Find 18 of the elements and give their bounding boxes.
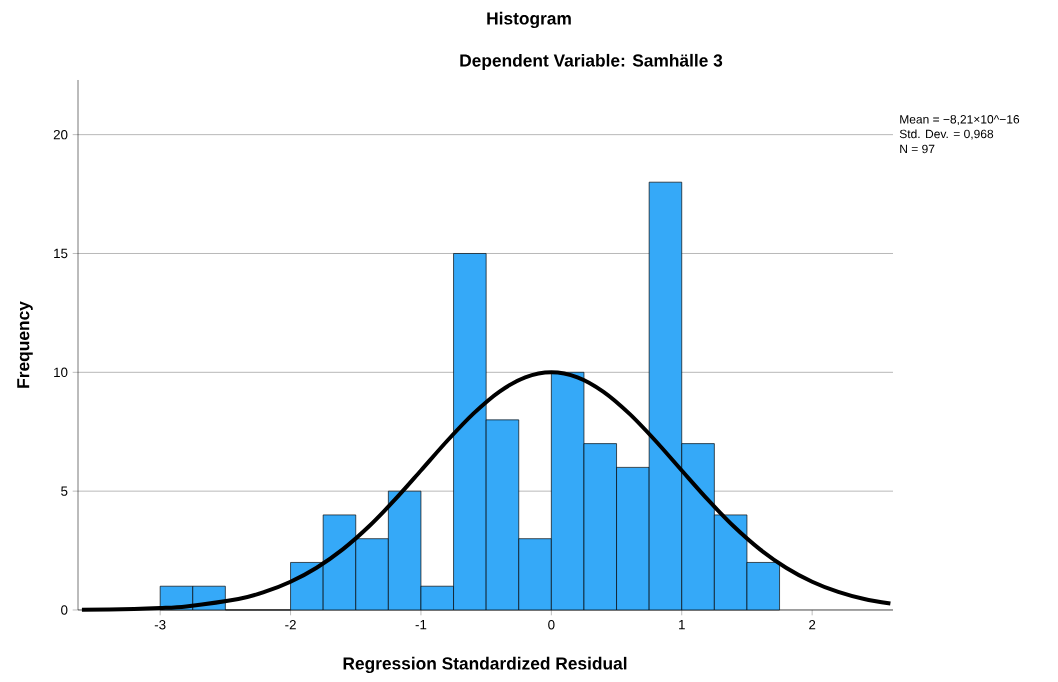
- chart-title: Histogram: [487, 11, 571, 29]
- chart-subtitle: Dependent Variable: Samhälle 3: [460, 53, 723, 71]
- y-tick-label: 20: [53, 129, 68, 140]
- text: Mean = −8,21×10^−16: [900, 115, 1020, 125]
- x-tick-label: 2: [809, 620, 816, 630]
- x-axis-title: Regression Standardized Residual: [343, 656, 627, 674]
- x-tick-label: -2: [285, 620, 296, 630]
- x-tick-label: 1: [679, 620, 685, 630]
- y-axis-title: Frequency: [17, 301, 33, 388]
- x-tick-label: 0: [548, 620, 555, 630]
- x-tick-label: -1: [415, 620, 427, 630]
- text: N = 97: [900, 144, 935, 154]
- y-tick-label: 15: [54, 248, 68, 259]
- x-tick-label: -3: [154, 620, 166, 630]
- y-tick-label: 0: [61, 605, 68, 615]
- y-tick-label: 5: [61, 486, 68, 496]
- text: Std. Dev. = 0,968: [899, 129, 994, 140]
- y-tick-label: 10: [54, 367, 68, 378]
